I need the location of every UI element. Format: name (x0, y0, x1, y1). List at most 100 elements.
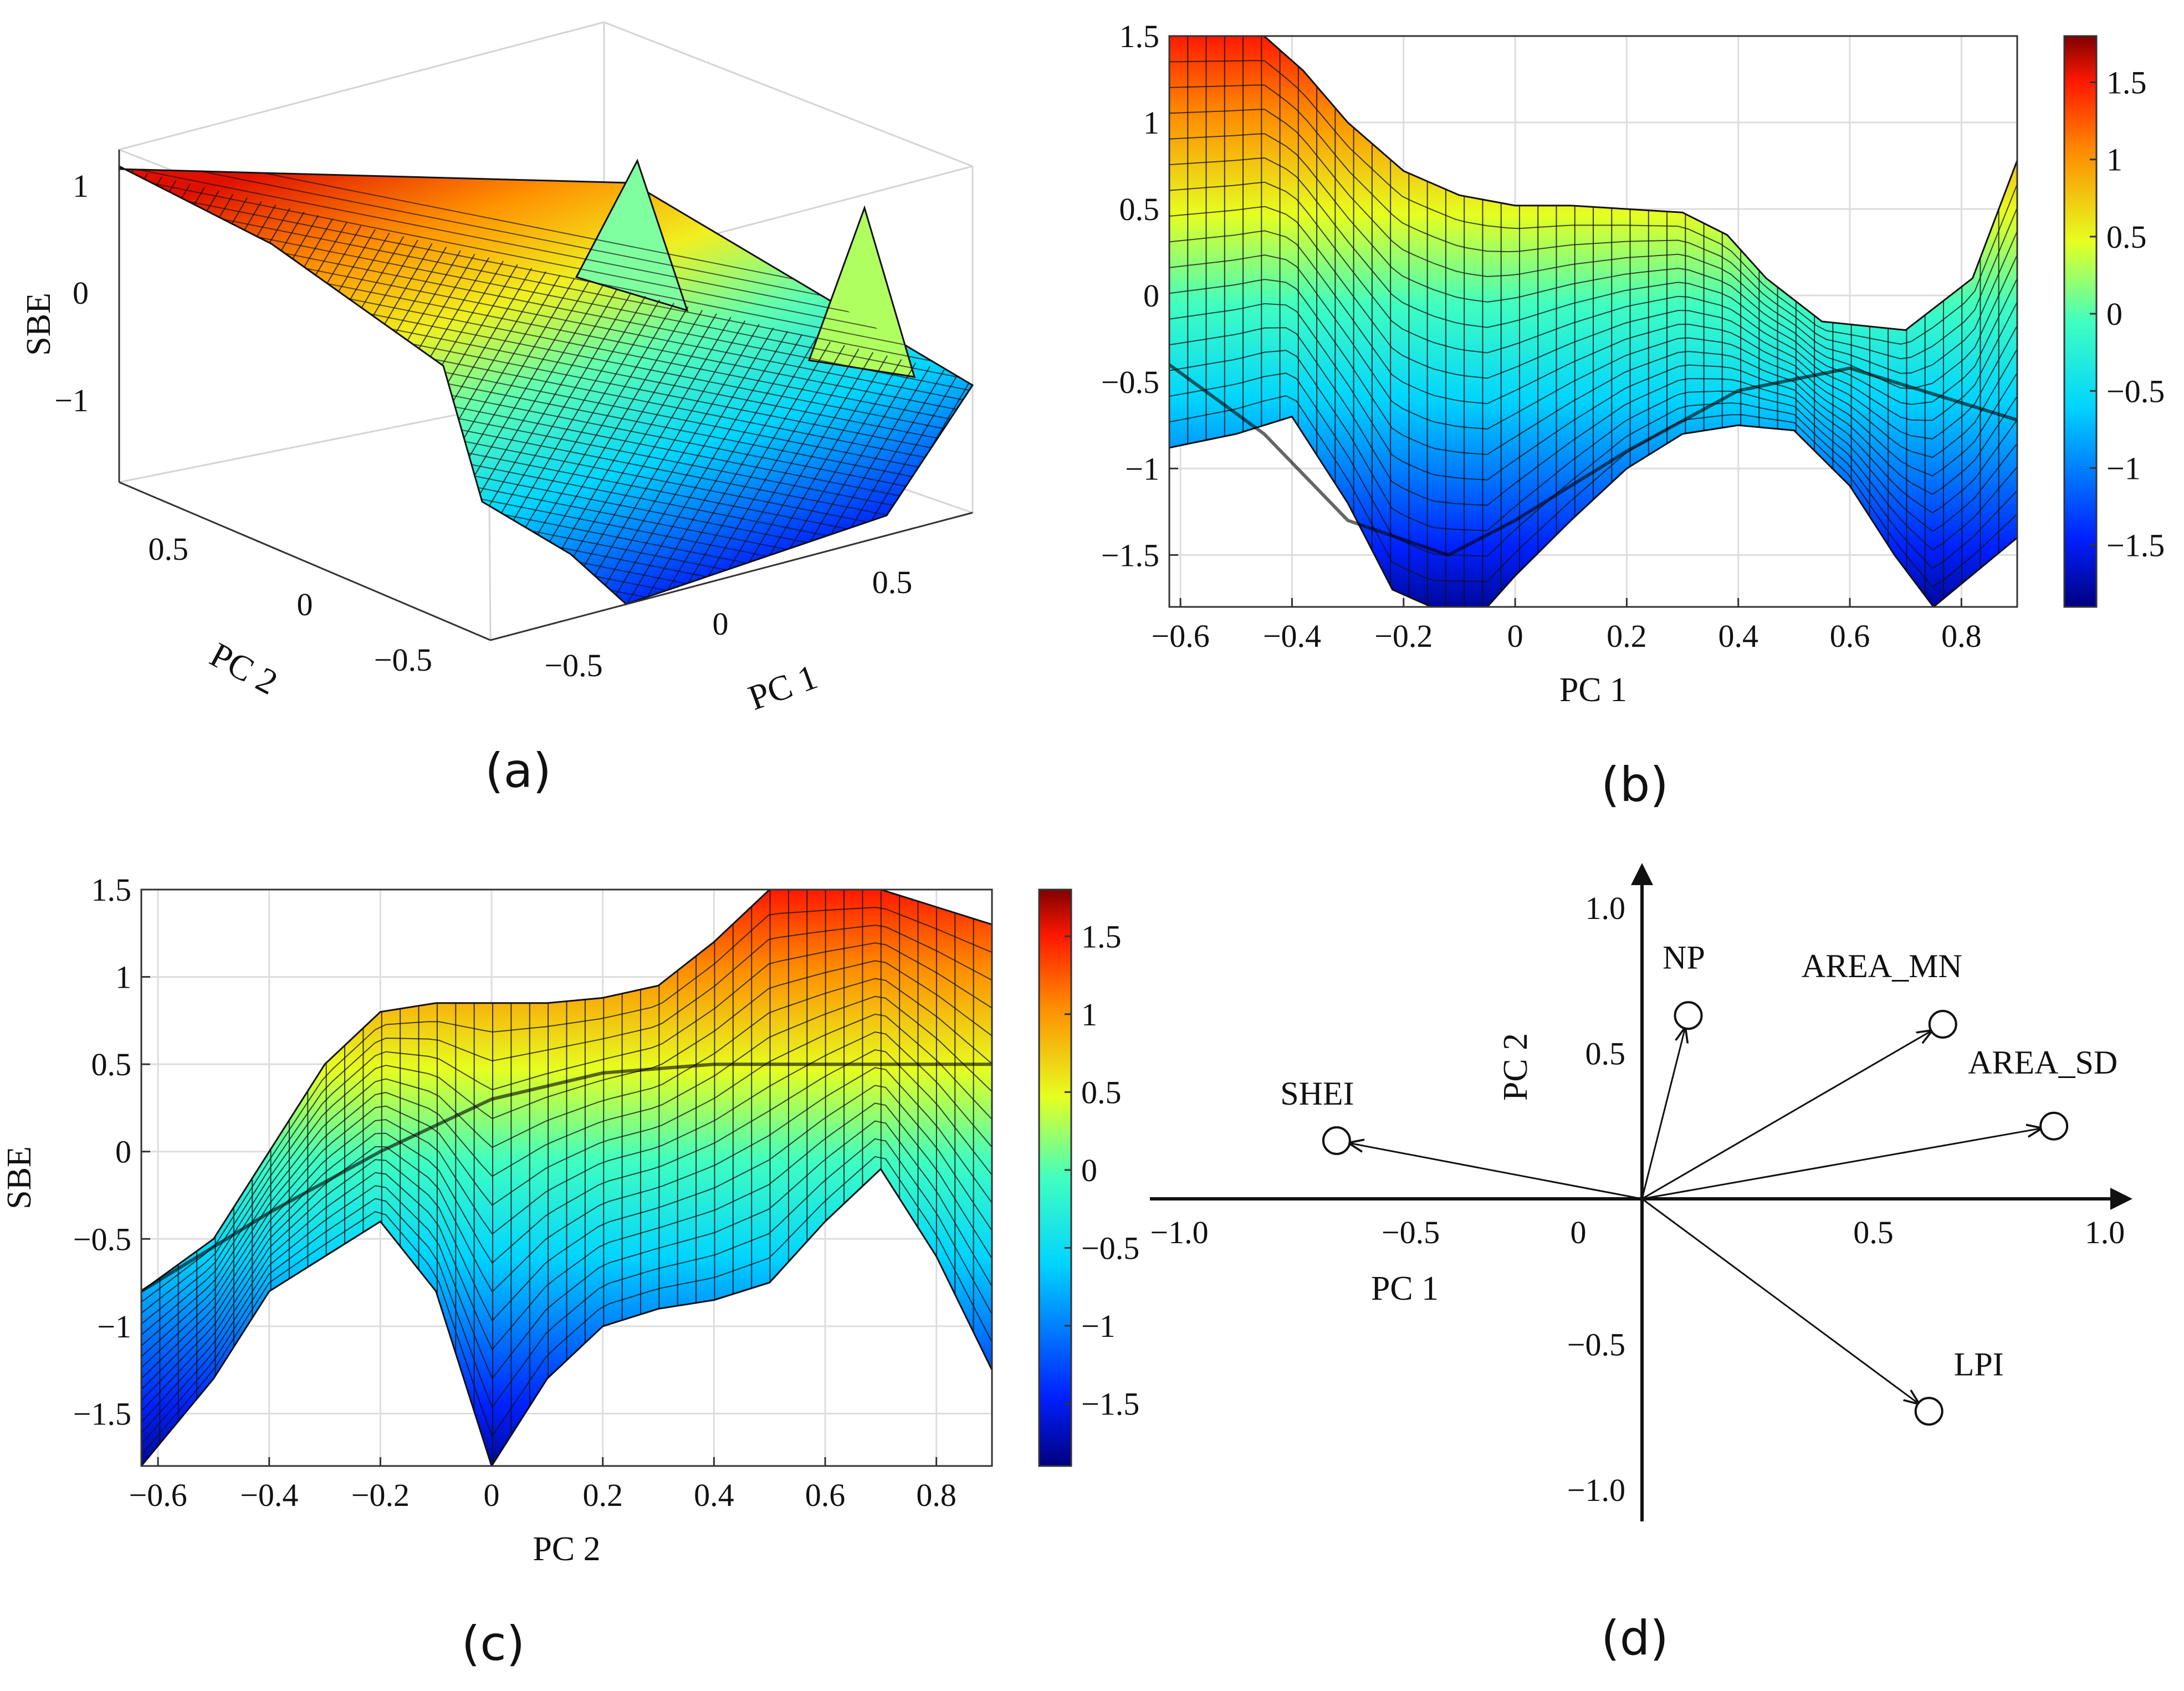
panel-d-ytick-1: −0.5 (1567, 1327, 1625, 1363)
panelB-mesh-h-2 (1169, 84, 2017, 360)
panel-d-vector-SHEI (1349, 1143, 1643, 1200)
panelC-mesh-h-6 (141, 995, 992, 1357)
panel-a-surface (118, 159, 974, 605)
panel-d-caption: (d) (1601, 1611, 1669, 1666)
panelC-xtick-4: 0.2 (582, 1477, 623, 1513)
panelB-xtick-3: 0 (1507, 618, 1523, 654)
panel-d-ytick-0: −1.0 (1567, 1472, 1625, 1508)
panel-c-colorbar: −1.5 −1 −0.5 0 0.5 1 1.5 (1038, 888, 1139, 1467)
panelB-cbar-tick-5: 1 (2106, 142, 2122, 178)
panel-d-label-LPI: LPI (1954, 1346, 2004, 1382)
panel-a-mesh-a-12 (119, 208, 290, 519)
panelC-xtick-0: −0.6 (129, 1477, 187, 1513)
panel-d-point-NP (1674, 1001, 1703, 1030)
panel-a-mesh-a-18 (192, 229, 376, 540)
panelC-cbar-rect (1038, 888, 1072, 1467)
panelB-ytick-3: 0 (1143, 278, 1159, 314)
panel-a-ztick-neg1: −1 (54, 382, 89, 418)
panelC-ytick-2: −0.5 (73, 1221, 131, 1257)
panelB-xtick-1: −0.4 (1263, 618, 1321, 654)
panelC-cbar-tick-5: 1 (1081, 997, 1097, 1033)
panelC-mesh-h-10 (141, 1067, 992, 1401)
panelC-xtick-3: 0 (484, 1477, 500, 1513)
panelB-xtick-5: 0.4 (1718, 618, 1758, 654)
panel-a-spike-1 (575, 159, 689, 312)
panelC-mesh-h-4 (141, 960, 992, 1336)
panel-a-mesh-a-54 (704, 355, 888, 604)
panelB-xtick-2: −0.2 (1374, 618, 1433, 654)
panelC-ytick-0: −1.5 (73, 1396, 131, 1432)
panel-b-frame (1168, 35, 2018, 608)
panel-a-ytick-neg0.5: −0.5 (374, 642, 432, 678)
panel-a-xlabel: PC 1 (743, 657, 822, 718)
panel-a-mesh-a-7 (119, 190, 219, 502)
panelC-mesh-h-13 (141, 1120, 992, 1434)
panelB-mesh-h-3 (1169, 109, 2017, 374)
panel-d-xtick-0: −1.0 (1150, 1214, 1208, 1250)
panel-d-point-LPI (1914, 1397, 1943, 1426)
panelB-mesh-h-5 (1169, 157, 2017, 405)
panel-a-xtick-0: 0 (713, 606, 729, 642)
panelB-mesh-h-10 (1169, 279, 2017, 495)
panel-a-ylabel: PC 2 (204, 635, 284, 702)
panel-d-vector-AREA_MN (1641, 1031, 1931, 1200)
panel-a-mesh-a-57 (746, 366, 930, 604)
panelB-cbar-rect (2063, 35, 2098, 608)
panelB-cbar-tick-1: −1 (2106, 450, 2141, 486)
panelC-mesh-h-11 (141, 1085, 992, 1412)
panel-b-colorbar: −1.5 −1 −0.5 0 0.5 1 1.5 (2063, 35, 2165, 608)
panel-a-ytick-0.5: 0.5 (149, 531, 189, 567)
panelB-mesh-h-12 (1169, 327, 2017, 533)
panelC-mesh-h-12 (141, 1102, 992, 1423)
panelC-cbar-tick-1: −1 (1081, 1308, 1116, 1344)
panelB-cbar-tick-3: 0 (2106, 296, 2122, 332)
panelC-ytick-3: 0 (115, 1134, 131, 1170)
panel-c-caption: (c) (462, 1616, 525, 1672)
panel-a-mesh-a-47 (604, 331, 789, 604)
panel-a-mesh-a-45 (576, 324, 760, 604)
panelB-ytick-6: 1.5 (1119, 18, 1160, 54)
panel-d-axes (1150, 863, 2132, 1521)
panelC-ytick-5: 1 (115, 959, 131, 995)
panel-a-mesh-a-21 (234, 239, 418, 551)
panel-d-ytick-3: 1.0 (1585, 890, 1626, 926)
panelB-feature-line (1169, 363, 2017, 557)
panel-d-xtick-4: 1.0 (2085, 1214, 2125, 1250)
panelB-cbar-tick-2: −0.5 (2106, 373, 2165, 409)
panel-a-mesh-a-15 (149, 218, 333, 530)
panel-a-mesh-a-52 (675, 348, 860, 604)
panelC-feature-line (141, 1062, 992, 1293)
panelB-mesh-h-6 (1169, 181, 2017, 421)
panel-a-mesh-a-48 (618, 334, 802, 604)
panelC-xtick-2: −0.2 (351, 1477, 410, 1513)
panelB-xtick-7: 0.8 (1941, 618, 1982, 654)
panel-c-surface (141, 890, 992, 1466)
panel-d-biplot: −1.0 −0.5 0 0.5 1.0 −1.0 −0.5 0.5 1.0 NP AREA_MN A… (1150, 863, 2132, 1666)
panel-d-tick-labels: −1.0 −0.5 0 0.5 1.0 −1.0 −0.5 0.5 1.0 (1150, 890, 2125, 1508)
panel-d-point-SHEI (1322, 1126, 1351, 1155)
panelB-mesh-h-11 (1169, 303, 2017, 514)
panelC-cbar-tick-2: −0.5 (1081, 1230, 1139, 1266)
panel-a-mesh-a-10 (119, 201, 262, 512)
panelB-cbar-tick-6: 1.5 (2106, 65, 2147, 101)
panel-a-xtick-0.5: 0.5 (872, 564, 913, 600)
panelB-mesh-h-1 (1169, 60, 2017, 345)
panel-d-xtick-3: 0.5 (1853, 1214, 1894, 1250)
panelC-cbar-tick-6: 1.5 (1081, 918, 1122, 954)
panel-d-label-NP: NP (1663, 939, 1705, 975)
panelC-ytick-6: 1.5 (91, 872, 132, 908)
panel-a-mesh-a-16 (163, 222, 347, 533)
panel-c-ylabel: SBE (1, 1146, 38, 1209)
panelB-mesh-h-9 (1169, 254, 2017, 477)
panel-a-mesh-a-17 (177, 226, 362, 537)
panel-a-mesh-a-0 (119, 166, 120, 477)
panelB-cbar-tick-4: 0.5 (2106, 219, 2147, 255)
panel-a-ztick-1: 1 (73, 168, 89, 204)
panelC-mesh-h-5 (141, 978, 992, 1347)
panel-a-mesh-a-46 (590, 327, 774, 604)
panel-a-mesh-a-8 (119, 194, 234, 505)
panel-a-xtick-neg0.5: −0.5 (544, 647, 602, 683)
panel-b-projection: −0.6 −0.4 −0.2 0 0.2 0.4 0.6 0.8 −1.5 −1 −0.5 0 0.5 1… (1101, 18, 2165, 813)
panel-a-mesh-a-55 (718, 359, 902, 604)
panel-a-ytick-0: 0 (297, 586, 313, 622)
